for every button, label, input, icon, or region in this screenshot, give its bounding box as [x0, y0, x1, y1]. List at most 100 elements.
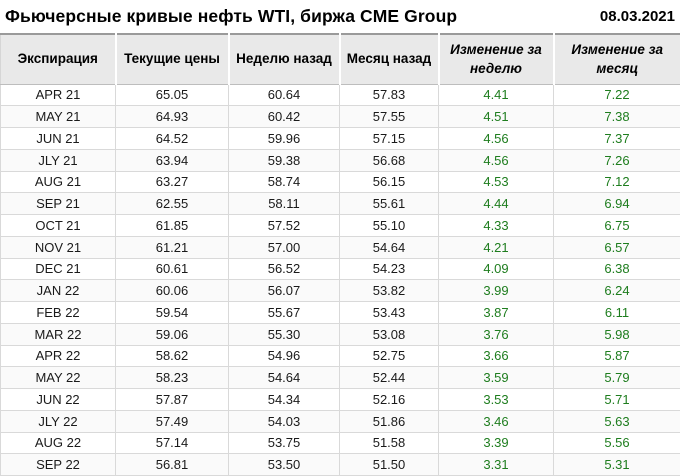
month-ago-cell: 57.83 — [339, 83, 439, 107]
expiration-cell: AUG 21 — [0, 170, 116, 194]
current-price-cell: 58.62 — [115, 344, 229, 368]
table-row: JLY 22 57.49 54.03 51.86 3.46 5.63 — [0, 409, 680, 433]
expiration-cell: FEB 22 — [0, 301, 116, 324]
month-ago-cell: 53.82 — [339, 279, 439, 302]
week-change-cell: 4.56 — [438, 127, 554, 150]
week-change-cell: 4.53 — [438, 170, 554, 194]
month-change-cell: 5.98 — [553, 322, 680, 346]
month-change-cell: 6.24 — [553, 279, 680, 302]
month-change-cell: 5.79 — [553, 366, 680, 389]
month-change-cell: 7.37 — [553, 127, 680, 150]
title-bar: Фьючерсные кривые нефть WTI, биржа CME G… — [0, 0, 680, 33]
week-ago-cell: 53.50 — [228, 453, 340, 476]
week-change-cell: 3.76 — [438, 322, 554, 346]
table-row: APR 22 58.62 54.96 52.75 3.66 5.87 — [0, 344, 680, 368]
expiration-cell: JAN 22 — [0, 279, 116, 302]
expiration-cell: SEP 21 — [0, 192, 116, 215]
table-row: DEC 21 60.61 56.52 54.23 4.09 6.38 — [0, 257, 680, 281]
column-header-month-ago: Месяц назад — [338, 34, 439, 85]
week-change-cell: 3.53 — [438, 388, 554, 411]
column-header-expiration: Экспирация — [0, 34, 116, 85]
week-ago-cell: 54.96 — [228, 344, 340, 368]
expiration-cell: NOV 21 — [0, 235, 116, 259]
current-price-cell: 65.05 — [115, 83, 229, 107]
week-ago-cell: 59.96 — [228, 127, 340, 150]
column-header-week-change: Изменение за неделю — [437, 34, 554, 85]
month-ago-cell: 57.55 — [339, 105, 439, 128]
week-ago-cell: 54.34 — [228, 388, 340, 411]
table-row: APR 21 65.05 60.64 57.83 4.41 7.22 — [0, 83, 680, 107]
column-header-current-price: Текущие цены — [114, 34, 229, 85]
month-ago-cell: 55.10 — [339, 214, 439, 237]
table-row: JLY 21 63.94 59.38 56.68 4.56 7.26 — [0, 148, 680, 172]
week-ago-cell: 60.64 — [228, 83, 340, 107]
week-ago-cell: 57.52 — [228, 214, 340, 237]
week-change-cell: 4.56 — [438, 148, 554, 172]
month-change-cell: 6.57 — [553, 235, 680, 259]
table-row: NOV 21 61.21 57.00 54.64 4.21 6.57 — [0, 235, 680, 259]
expiration-cell: MAY 21 — [0, 105, 116, 128]
column-header-month-change: Изменение за месяц — [552, 34, 680, 85]
week-change-cell: 3.31 — [438, 453, 554, 476]
week-change-cell: 4.41 — [438, 83, 554, 107]
week-change-cell: 4.09 — [438, 257, 554, 281]
week-ago-cell: 55.67 — [228, 301, 340, 324]
week-ago-cell: 53.75 — [228, 431, 340, 455]
current-price-cell: 64.52 — [115, 127, 229, 150]
table-row: JUN 21 64.52 59.96 57.15 4.56 7.37 — [0, 127, 680, 150]
week-change-cell: 4.33 — [438, 214, 554, 237]
week-change-cell: 4.51 — [438, 105, 554, 128]
table-row: MAY 21 64.93 60.42 57.55 4.51 7.38 — [0, 105, 680, 128]
week-change-cell: 3.99 — [438, 279, 554, 302]
month-change-cell: 7.38 — [553, 105, 680, 128]
table-row: OCT 21 61.85 57.52 55.10 4.33 6.75 — [0, 214, 680, 237]
current-price-cell: 56.81 — [115, 453, 229, 476]
month-ago-cell: 54.23 — [339, 257, 439, 281]
expiration-cell: APR 22 — [0, 344, 116, 368]
week-ago-cell: 54.64 — [228, 366, 340, 389]
week-change-cell: 3.87 — [438, 301, 554, 324]
current-price-cell: 60.61 — [115, 257, 229, 281]
table-row: JAN 22 60.06 56.07 53.82 3.99 6.24 — [0, 279, 680, 302]
week-ago-cell: 58.11 — [228, 192, 340, 215]
month-ago-cell: 55.61 — [339, 192, 439, 215]
week-ago-cell: 56.07 — [228, 279, 340, 302]
current-price-cell: 57.49 — [115, 409, 229, 433]
month-change-cell: 7.22 — [553, 83, 680, 107]
current-price-cell: 61.85 — [115, 214, 229, 237]
column-header-week-ago: Неделю назад — [227, 34, 340, 85]
table-row: MAY 22 58.23 54.64 52.44 3.59 5.79 — [0, 366, 680, 389]
month-change-cell: 6.94 — [553, 192, 680, 215]
week-change-cell: 3.46 — [438, 409, 554, 433]
current-price-cell: 59.06 — [115, 322, 229, 346]
table-header: Экспирация Текущие цены Неделю назад Мес… — [0, 34, 680, 85]
table-header-row: Экспирация Текущие цены Неделю назад Мес… — [0, 34, 680, 85]
month-change-cell: 7.26 — [553, 148, 680, 172]
week-ago-cell: 59.38 — [228, 148, 340, 172]
month-change-cell: 7.12 — [553, 170, 680, 194]
table-row: FEB 22 59.54 55.67 53.43 3.87 6.11 — [0, 301, 680, 324]
current-price-cell: 60.06 — [115, 279, 229, 302]
month-ago-cell: 52.75 — [339, 344, 439, 368]
month-change-cell: 6.11 — [553, 301, 680, 324]
week-change-cell: 4.44 — [438, 192, 554, 215]
month-ago-cell: 52.16 — [339, 388, 439, 411]
month-change-cell: 6.75 — [553, 214, 680, 237]
current-price-cell: 57.14 — [115, 431, 229, 455]
week-ago-cell: 57.00 — [228, 235, 340, 259]
month-ago-cell: 57.15 — [339, 127, 439, 150]
table-body: APR 21 65.05 60.64 57.83 4.41 7.22 MAY 21 64.93… — [0, 83, 680, 476]
week-ago-cell: 55.30 — [228, 322, 340, 346]
table-row: AUG 21 63.27 58.74 56.15 4.53 7.12 — [0, 170, 680, 194]
current-price-cell: 62.55 — [115, 192, 229, 215]
month-change-cell: 5.31 — [553, 453, 680, 476]
futures-table: Экспирация Текущие цены Неделю назад Мес… — [0, 33, 680, 476]
expiration-cell: JLY 21 — [0, 148, 116, 172]
week-change-cell: 3.39 — [438, 431, 554, 455]
week-change-cell: 3.59 — [438, 366, 554, 389]
current-price-cell: 57.87 — [115, 388, 229, 411]
month-ago-cell: 56.68 — [339, 148, 439, 172]
page-title: Фьючерсные кривые нефть WTI, биржа CME G… — [5, 6, 458, 26]
current-price-cell: 63.94 — [115, 148, 229, 172]
